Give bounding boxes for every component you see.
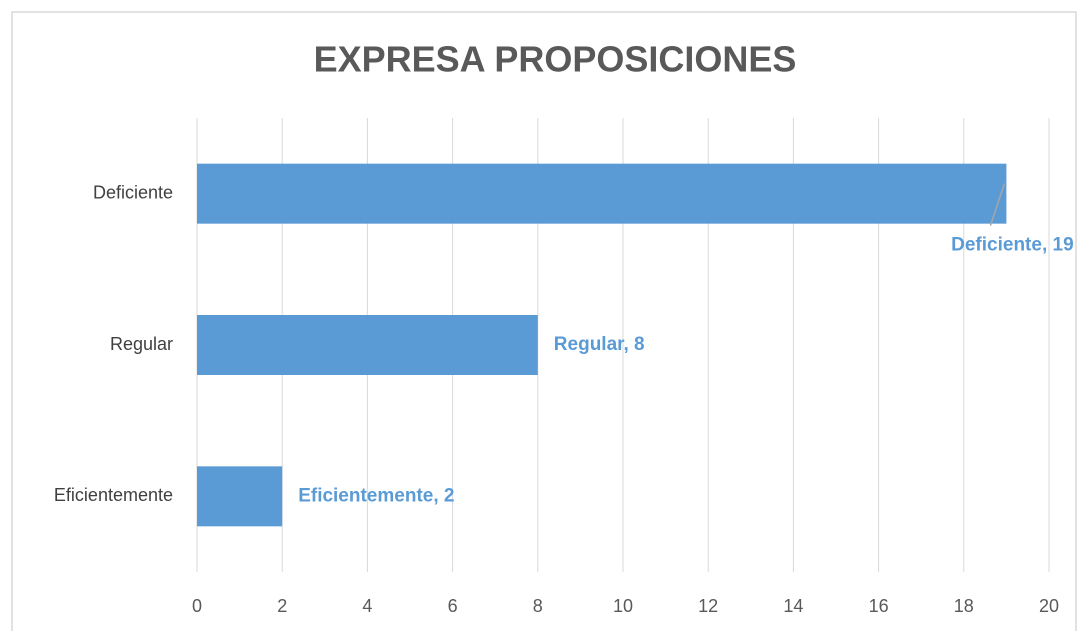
y-tick-label: Deficiente	[93, 182, 173, 202]
x-tick-label: 6	[448, 596, 458, 616]
data-label: Eficientemente, 2	[298, 485, 454, 506]
x-tick-label: 4	[362, 596, 372, 616]
bar	[197, 466, 283, 527]
data-label: Deficiente, 19	[951, 235, 1074, 256]
x-tick-label: 10	[613, 596, 633, 616]
x-tick-label: 20	[1039, 596, 1059, 616]
y-tick-label: Regular	[110, 334, 173, 354]
bar	[197, 315, 538, 375]
x-tick-label: 8	[533, 596, 543, 616]
bar	[197, 163, 1007, 224]
data-label: Regular, 8	[554, 334, 645, 355]
y-tick-label: Eficientemente	[54, 485, 173, 505]
x-tick-label: 2	[277, 596, 287, 616]
x-tick-label: 16	[869, 596, 889, 616]
x-tick-label: 0	[192, 596, 202, 616]
chart-frame	[11, 11, 1077, 631]
x-tick-label: 12	[698, 596, 718, 616]
leader-line	[989, 183, 1006, 226]
x-tick-label: 18	[954, 596, 974, 616]
chart-title: EXPRESA PROPOSICIONES	[314, 39, 797, 80]
x-tick-label: 14	[783, 596, 803, 616]
